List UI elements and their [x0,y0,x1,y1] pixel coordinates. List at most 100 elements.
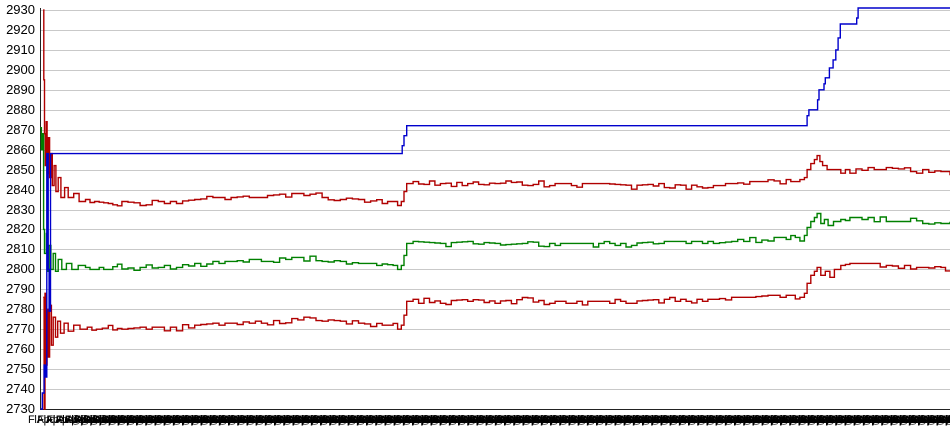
x-tick-label: FlApd A6@jDaTaTtp [589,414,684,426]
x-tick-label: FlApd A6@jDaTaTtp [524,414,620,426]
x-tick-label: FlApd A6@jDaTaTtp [773,414,868,426]
y-tick-label: 2870 [6,121,35,137]
x-tick-label: FlApd A6@jDaTaTtp [865,414,950,426]
x-tick-label: FlApd A6@jDaTaTtp [340,414,436,426]
x-tick-label: FlApd A6@jDaTaTtp [230,414,326,426]
x-tick-label: FlApd A6@jDaTaTtp [552,414,648,426]
x-tick-label: FlApd A6@jDaTaTtp [396,414,491,426]
x-tick-label: FlApd A6@jDaTaTtp [156,414,252,426]
x-tick-label: FlApd A6@jDaTaTtp [626,414,721,426]
x-tick-label: FlApd A6@jDaTaTtp [55,414,151,426]
x-tick-label: FlApd A6@jDaTaTtp [184,414,280,426]
x-tick-label: FlApd A6@jDaTaTtp [938,414,950,426]
x-tick-label: FlApd A6@jDaTaTtp [202,414,298,426]
x-tick-label: FlApd A6@jDaTaTtp [386,414,482,426]
x-tick-label: FlApd A6@jDaTaTtp [561,414,657,426]
y-axis-labels: 2930 2920 2910 2900 2890 2880 2870 2860 2850 2840… [0,0,36,435]
y-tick-label: 2830 [6,201,35,217]
x-tick-label: FlApd A6@jDaTaTtp [267,414,362,426]
x-tick-label: FlApd A6@jDaTaTtp [64,414,160,426]
y-tick-label: 2740 [6,381,35,397]
x-tick-label: FlApd A6@jDaTaTtp [322,414,418,426]
x-tick-label: FlApd A6@jDaTaTtp [718,414,813,426]
x-tick-label: FlApd A6@jDaTaTtp [653,414,749,426]
x-tick-label: FlApd A6@jDaTaTtp [782,414,878,426]
x-tick-label: FlApd A6@jDaTaTtp [846,414,942,426]
x-tick-label: FlApd A6@jDaTaTtp [607,414,703,426]
x-tick-label: FlApd A6@jDaTaTtp [110,414,206,426]
x-tick-label: FlApd A6@jDaTaTtp [662,414,758,426]
x-tick-label: FlApd A6@jDaTaTtp [28,414,123,426]
x-tick-label: FlApd A6@jDaTaTtp [478,414,574,426]
x-tick-label: FlApd A6@jDaTaTtp [506,414,602,426]
x-tick-label: FlApd A6@jDaTaTtp [515,414,611,426]
y-tick-label: 2750 [6,361,35,377]
series-line-upper-red-line [43,9,950,207]
x-tick-label: FlApd A6@jDaTaTtp [248,414,344,426]
x-tick-label: FlApd A6@jDaTaTtp [74,414,169,426]
y-tick-label: 2900 [6,61,35,77]
x-tick-label: FlApd A6@jDaTaTtp [313,414,408,426]
x-tick-label: FlApd A6@jDaTaTtp [856,414,950,426]
x-tick-label: FlApd A6@jDaTaTtp [423,414,519,426]
x-tick-label: FlApd A6@jDaTaTtp [276,414,372,426]
y-tick-label: 2880 [6,101,35,117]
x-tick-label: FlApd A6@jDaTaTtp [699,414,795,426]
x-tick-label: FlApd A6@jDaTaTtp [681,414,776,426]
x-tick-label: FlApd A6@jDaTaTtp [598,414,694,426]
x-tick-label: FlApd A6@jDaTaTtp [488,414,583,426]
series-line-lower-red-line [43,262,950,410]
x-tick-label: FlApd A6@jDaTaTtp [902,414,950,426]
series-line-middle-green-line [40,127,950,272]
x-tick-label: FlApd A6@jDaTaTtp [451,414,546,426]
x-tick-label: FlApd A6@jDaTaTtp [635,414,730,426]
x-tick-label: FlApd A6@jDaTaTtp [460,414,556,426]
x-tick-label: FlApd A6@jDaTaTtp [764,414,859,426]
y-tick-label: 2780 [6,301,35,317]
x-tick-label: FlApd A6@jDaTaTtp [442,414,537,426]
y-tick-label: 2860 [6,141,35,157]
x-tick-label: FlApd A6@jDaTaTtp [819,414,914,426]
x-tick-label: FlApd A6@jDaTaTtp [644,414,740,426]
y-tick-label: 2800 [6,261,35,277]
x-tick-label: FlApd A6@jDaTaTtp [166,414,261,426]
x-tick-label: FlApd A6@jDaTaTtp [800,414,896,426]
x-tick-label: FlApd A6@jDaTaTtp [368,414,464,426]
x-tick-label: FlApd A6@jDaTaTtp [690,414,786,426]
y-tick-label: 2840 [6,181,35,197]
x-tick-label: FlApd A6@jDaTaTtp [432,414,528,426]
x-tick-label: FlApd A6@jDaTaTtp [359,414,454,426]
x-tick-label: FlApd A6@jDaTaTtp [745,414,841,426]
x-tick-label: FlApd A6@jDaTaTtp [331,414,427,426]
x-tick-label: FlApd A6@jDaTaTtp [212,414,307,426]
x-tick-label: FlApd A6@jDaTaTtp [46,414,142,426]
x-tick-label: FlApd A6@jDaTaTtp [874,414,950,426]
x-tick-label: FlApd A6@jDaTaTtp [828,414,924,426]
x-tick-label: FlApd A6@jDaTaTtp [193,414,289,426]
x-tick-label: FlApd A6@jDaTaTtp [810,414,905,426]
x-tick-label: FlApd A6@jDaTaTtp [83,414,178,426]
x-tick-label: FlApd A6@jDaTaTtp [101,414,197,426]
x-tick-label: FlApd A6@jDaTaTtp [304,414,399,426]
series-line-blue-step-line [40,7,950,410]
x-tick-label: FlApd A6@jDaTaTtp [405,414,500,426]
x-tick-label: FlApd A6@jDaTaTtp [727,414,822,426]
x-tick-label: FlApd A6@jDaTaTtp [175,414,270,426]
x-tick-label: FlApd A6@jDaTaTtp [239,414,335,426]
x-tick-label: FlApd A6@jDaTaTtp [294,414,390,426]
y-tick-label: 2910 [6,41,35,57]
x-tick-label: FlApd A6@jDaTaTtp [672,414,767,426]
x-tick-label: FlApd A6@jDaTaTtp [138,414,234,426]
x-tick-label: FlApd A6@jDaTaTtp [350,414,445,426]
y-tick-label: 2890 [6,81,35,97]
x-tick-label: FlApd A6@jDaTaTtp [92,414,188,426]
x-tick-label: FlApd A6@jDaTaTtp [129,414,224,426]
x-tick-label: FlApd A6@jDaTaTtp [147,414,243,426]
y-tick-label: 2790 [6,281,35,297]
x-tick-label: FlApd A6@jDaTaTtp [37,414,132,426]
x-tick-label: FlApd A6@jDaTaTtp [791,414,887,426]
y-tick-label: 2820 [6,221,35,237]
x-tick-label: FlApd A6@jDaTaTtp [221,414,316,426]
